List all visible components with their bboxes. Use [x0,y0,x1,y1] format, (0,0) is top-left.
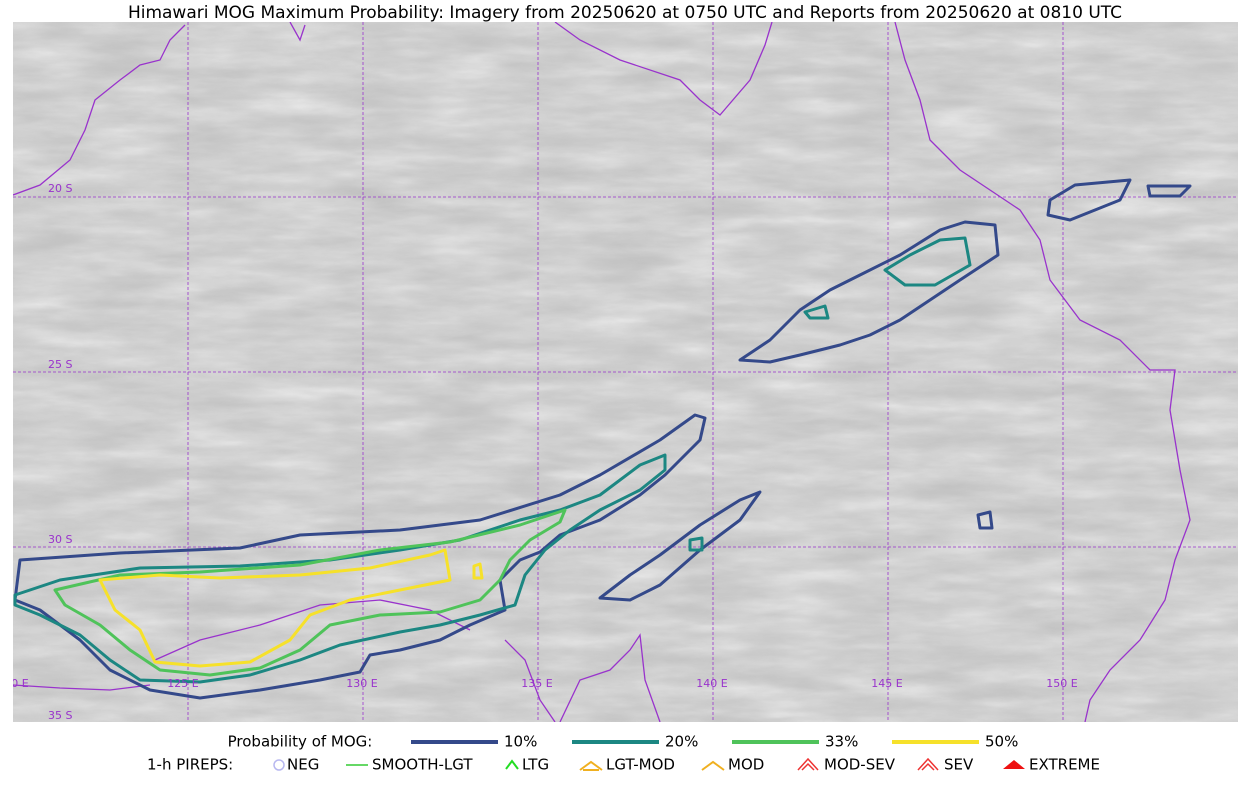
contour [1046,178,1132,222]
pirep-label: LTG [522,756,549,774]
pirep-icon [273,759,285,771]
legend: Probability of MOG: 1-h PIREPS: 10% 20% 33… [147,733,1100,774]
pirep-icon [579,760,603,771]
longitude-label: 145 E [871,677,902,690]
legend-label: 33% [825,733,858,751]
legend-label: 50% [985,733,1018,751]
contour [98,548,452,668]
pirep-label: SMOOTH-LGT [372,756,473,774]
pireps-legend-title: 1-h PIREPS: [147,756,233,774]
map: 20 S 25 S 30 S 35 S 120 E 125 E 130 E 135 E 140… [0,22,1238,722]
longitude-label: 130 E [346,677,377,690]
contour [688,536,704,552]
longitude-label: 125 E [167,677,198,690]
contour [472,562,484,580]
pirep-icon [797,757,819,771]
graticule [13,22,1238,722]
latitude-label: 20 S [48,182,72,195]
pirep-icon [701,760,725,771]
title: Himawari MOG Maximum Probability: Imager… [128,3,1122,23]
contour [598,490,762,602]
pirep-label: SEV [944,756,974,774]
pirep-label: MOD-SEV [824,756,896,774]
pirep-label: NEG [287,756,319,774]
contour [883,236,972,287]
longitude-labels: 120 E 125 E 130 E 135 E 140 E 145 E 150 E [0,677,1078,690]
latitude-label: 25 S [48,358,72,371]
pirep-icon [917,757,939,771]
pirep-icon [505,759,519,770]
pirep-icon [1003,760,1025,769]
longitude-label: 120 E [0,677,29,690]
pirep-label: LGT-MOD [606,756,675,774]
contour [976,510,994,530]
latitude-label: 30 S [48,533,72,546]
probability-legend-title: Probability of MOG: [228,733,373,751]
longitude-label: 150 E [1046,677,1077,690]
legend-label: 10% [504,733,537,751]
pirep-label: EXTREME [1029,756,1100,774]
latitude-label: 35 S [48,709,72,722]
contour [53,508,567,677]
contour [738,220,1000,364]
contour [1146,184,1192,198]
coastlines [13,22,1191,722]
longitude-label: 135 E [521,677,552,690]
longitude-label: 140 E [696,677,727,690]
pirep-label: MOD [728,756,764,774]
contour [13,453,667,684]
latitude-labels: 20 S 25 S 30 S 35 S [48,182,72,722]
legend-label: 20% [665,733,698,751]
contour [13,413,707,700]
contour [803,304,830,320]
contours [13,178,1192,700]
